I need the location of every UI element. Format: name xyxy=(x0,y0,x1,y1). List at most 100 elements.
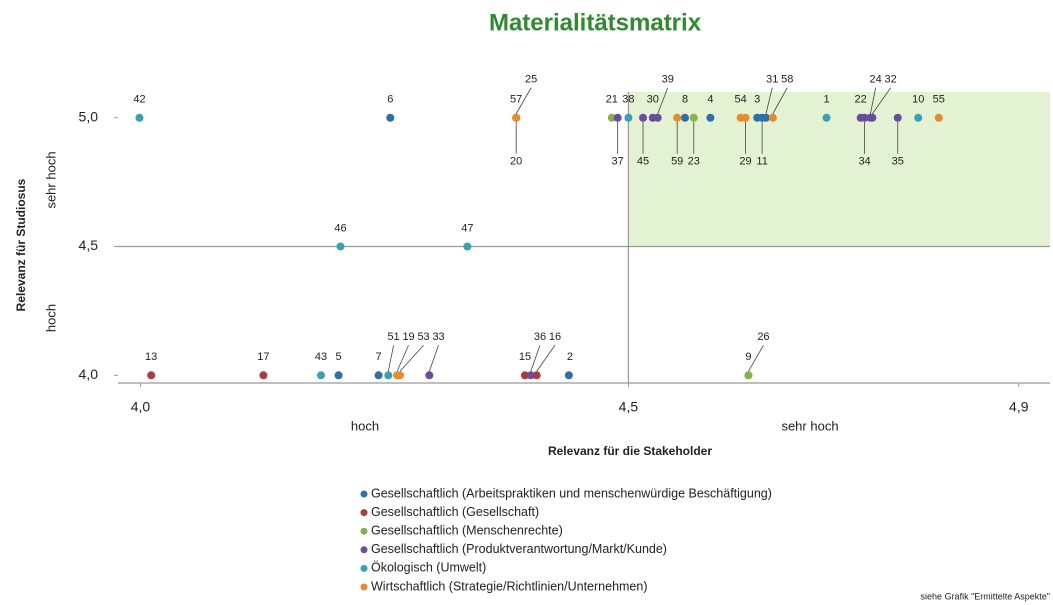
highlight-region xyxy=(628,92,1050,247)
point-label: 39 xyxy=(662,74,674,86)
point xyxy=(762,113,771,122)
point-label: 25 xyxy=(525,74,537,86)
chart-title: Materialitätsmatrix xyxy=(489,9,702,36)
point-label: 55 xyxy=(933,94,945,106)
leader-line xyxy=(399,345,424,372)
point-label: 53 xyxy=(417,331,429,343)
leader-line xyxy=(748,345,764,372)
y-tick-label: 4,0 xyxy=(79,366,99,382)
legend-label: Wirtschaftlich (Strategie/Richtlinien/Un… xyxy=(371,579,648,593)
point-label: 20 xyxy=(510,156,522,168)
legend-label: Gesellschaftlich (Produktverantwortung/M… xyxy=(371,542,667,556)
y-tick-label: 5,0 xyxy=(79,108,99,124)
point-label: 17 xyxy=(257,351,269,363)
point-label: 57 xyxy=(510,94,522,106)
point xyxy=(374,371,383,380)
point-label: 16 xyxy=(549,331,561,343)
point-label: 31 xyxy=(766,74,778,86)
point xyxy=(934,113,943,122)
leader-line xyxy=(428,345,439,372)
x-tick-label: 4,5 xyxy=(619,399,639,415)
point xyxy=(135,113,144,122)
point-label: 4 xyxy=(707,94,713,106)
point-label: 54 xyxy=(735,94,747,106)
legend-marker xyxy=(360,564,368,572)
legend-label: Gesellschaftlich (Gesellschaft) xyxy=(371,505,539,519)
point-label: 46 xyxy=(334,222,346,234)
point-label: 11 xyxy=(756,156,767,168)
point-label: 58 xyxy=(781,74,793,86)
point-label: 42 xyxy=(133,94,145,106)
leader-line xyxy=(536,345,556,372)
x-tick-label: 4,0 xyxy=(131,399,151,415)
x-axis-title: Relevanz für die Stakeholder xyxy=(548,444,712,458)
point-label: 5 xyxy=(335,351,341,363)
point-label: 7 xyxy=(376,351,382,363)
legend-marker xyxy=(360,546,368,554)
point xyxy=(673,113,682,122)
point xyxy=(607,113,616,122)
point xyxy=(259,371,268,380)
point-label: 29 xyxy=(739,156,751,168)
point xyxy=(624,113,633,122)
point-label: 3 xyxy=(754,94,760,106)
leader-line xyxy=(772,87,788,114)
y-axis-title: Relevanz für Studiosus xyxy=(14,178,28,311)
point-label: 51 xyxy=(387,331,399,343)
point xyxy=(653,113,662,122)
legend-label: Gesellschaftlich (Menschenrechte) xyxy=(371,523,563,537)
point-label: 35 xyxy=(892,156,904,168)
legend-label: Ökologisch (Umwelt) xyxy=(371,561,486,575)
point xyxy=(334,371,343,380)
point-label: 1 xyxy=(823,94,829,106)
y-level-label: hoch xyxy=(43,304,58,332)
point xyxy=(336,242,345,251)
leader-line xyxy=(515,87,532,114)
point xyxy=(512,113,521,122)
point xyxy=(689,113,698,122)
point xyxy=(860,113,869,122)
point-label: 47 xyxy=(461,222,473,234)
x-tick-label: 4,9 xyxy=(1009,399,1029,415)
point xyxy=(425,371,434,380)
point-label: 30 xyxy=(647,94,659,106)
point-label: 38 xyxy=(622,94,634,106)
legend-marker xyxy=(360,527,368,535)
point xyxy=(822,113,831,122)
point-label: 43 xyxy=(315,351,327,363)
leader-line xyxy=(530,345,541,372)
note: siehe Grafik "Ermittelte Aspekte" xyxy=(921,591,1050,601)
point-label: 21 xyxy=(606,94,618,106)
x-level-label: hoch xyxy=(351,418,379,433)
point-label: 26 xyxy=(757,331,769,343)
point xyxy=(463,242,472,251)
point-label: 45 xyxy=(637,156,649,168)
legend-marker xyxy=(360,583,368,591)
leader-line xyxy=(387,345,394,372)
point-label: 24 xyxy=(870,74,882,86)
leader-line xyxy=(765,87,773,114)
leader-line xyxy=(396,345,409,372)
point xyxy=(914,113,923,122)
point-label: 22 xyxy=(855,94,867,106)
point-label: 15 xyxy=(519,351,531,363)
point-label: 13 xyxy=(145,351,157,363)
point-label: 36 xyxy=(534,331,546,343)
point xyxy=(526,371,535,380)
point xyxy=(564,371,573,380)
point xyxy=(384,371,393,380)
point xyxy=(706,113,715,122)
y-tick-label: 4,5 xyxy=(79,237,99,253)
point-label: 23 xyxy=(688,156,700,168)
point-label: 2 xyxy=(567,351,573,363)
point-label: 19 xyxy=(402,331,414,343)
x-level-label: sehr hoch xyxy=(781,418,838,433)
point xyxy=(893,113,902,122)
point xyxy=(396,371,405,380)
point xyxy=(613,113,622,122)
point xyxy=(147,371,156,380)
point xyxy=(386,113,395,122)
point xyxy=(681,113,690,122)
point-label: 8 xyxy=(682,94,688,106)
